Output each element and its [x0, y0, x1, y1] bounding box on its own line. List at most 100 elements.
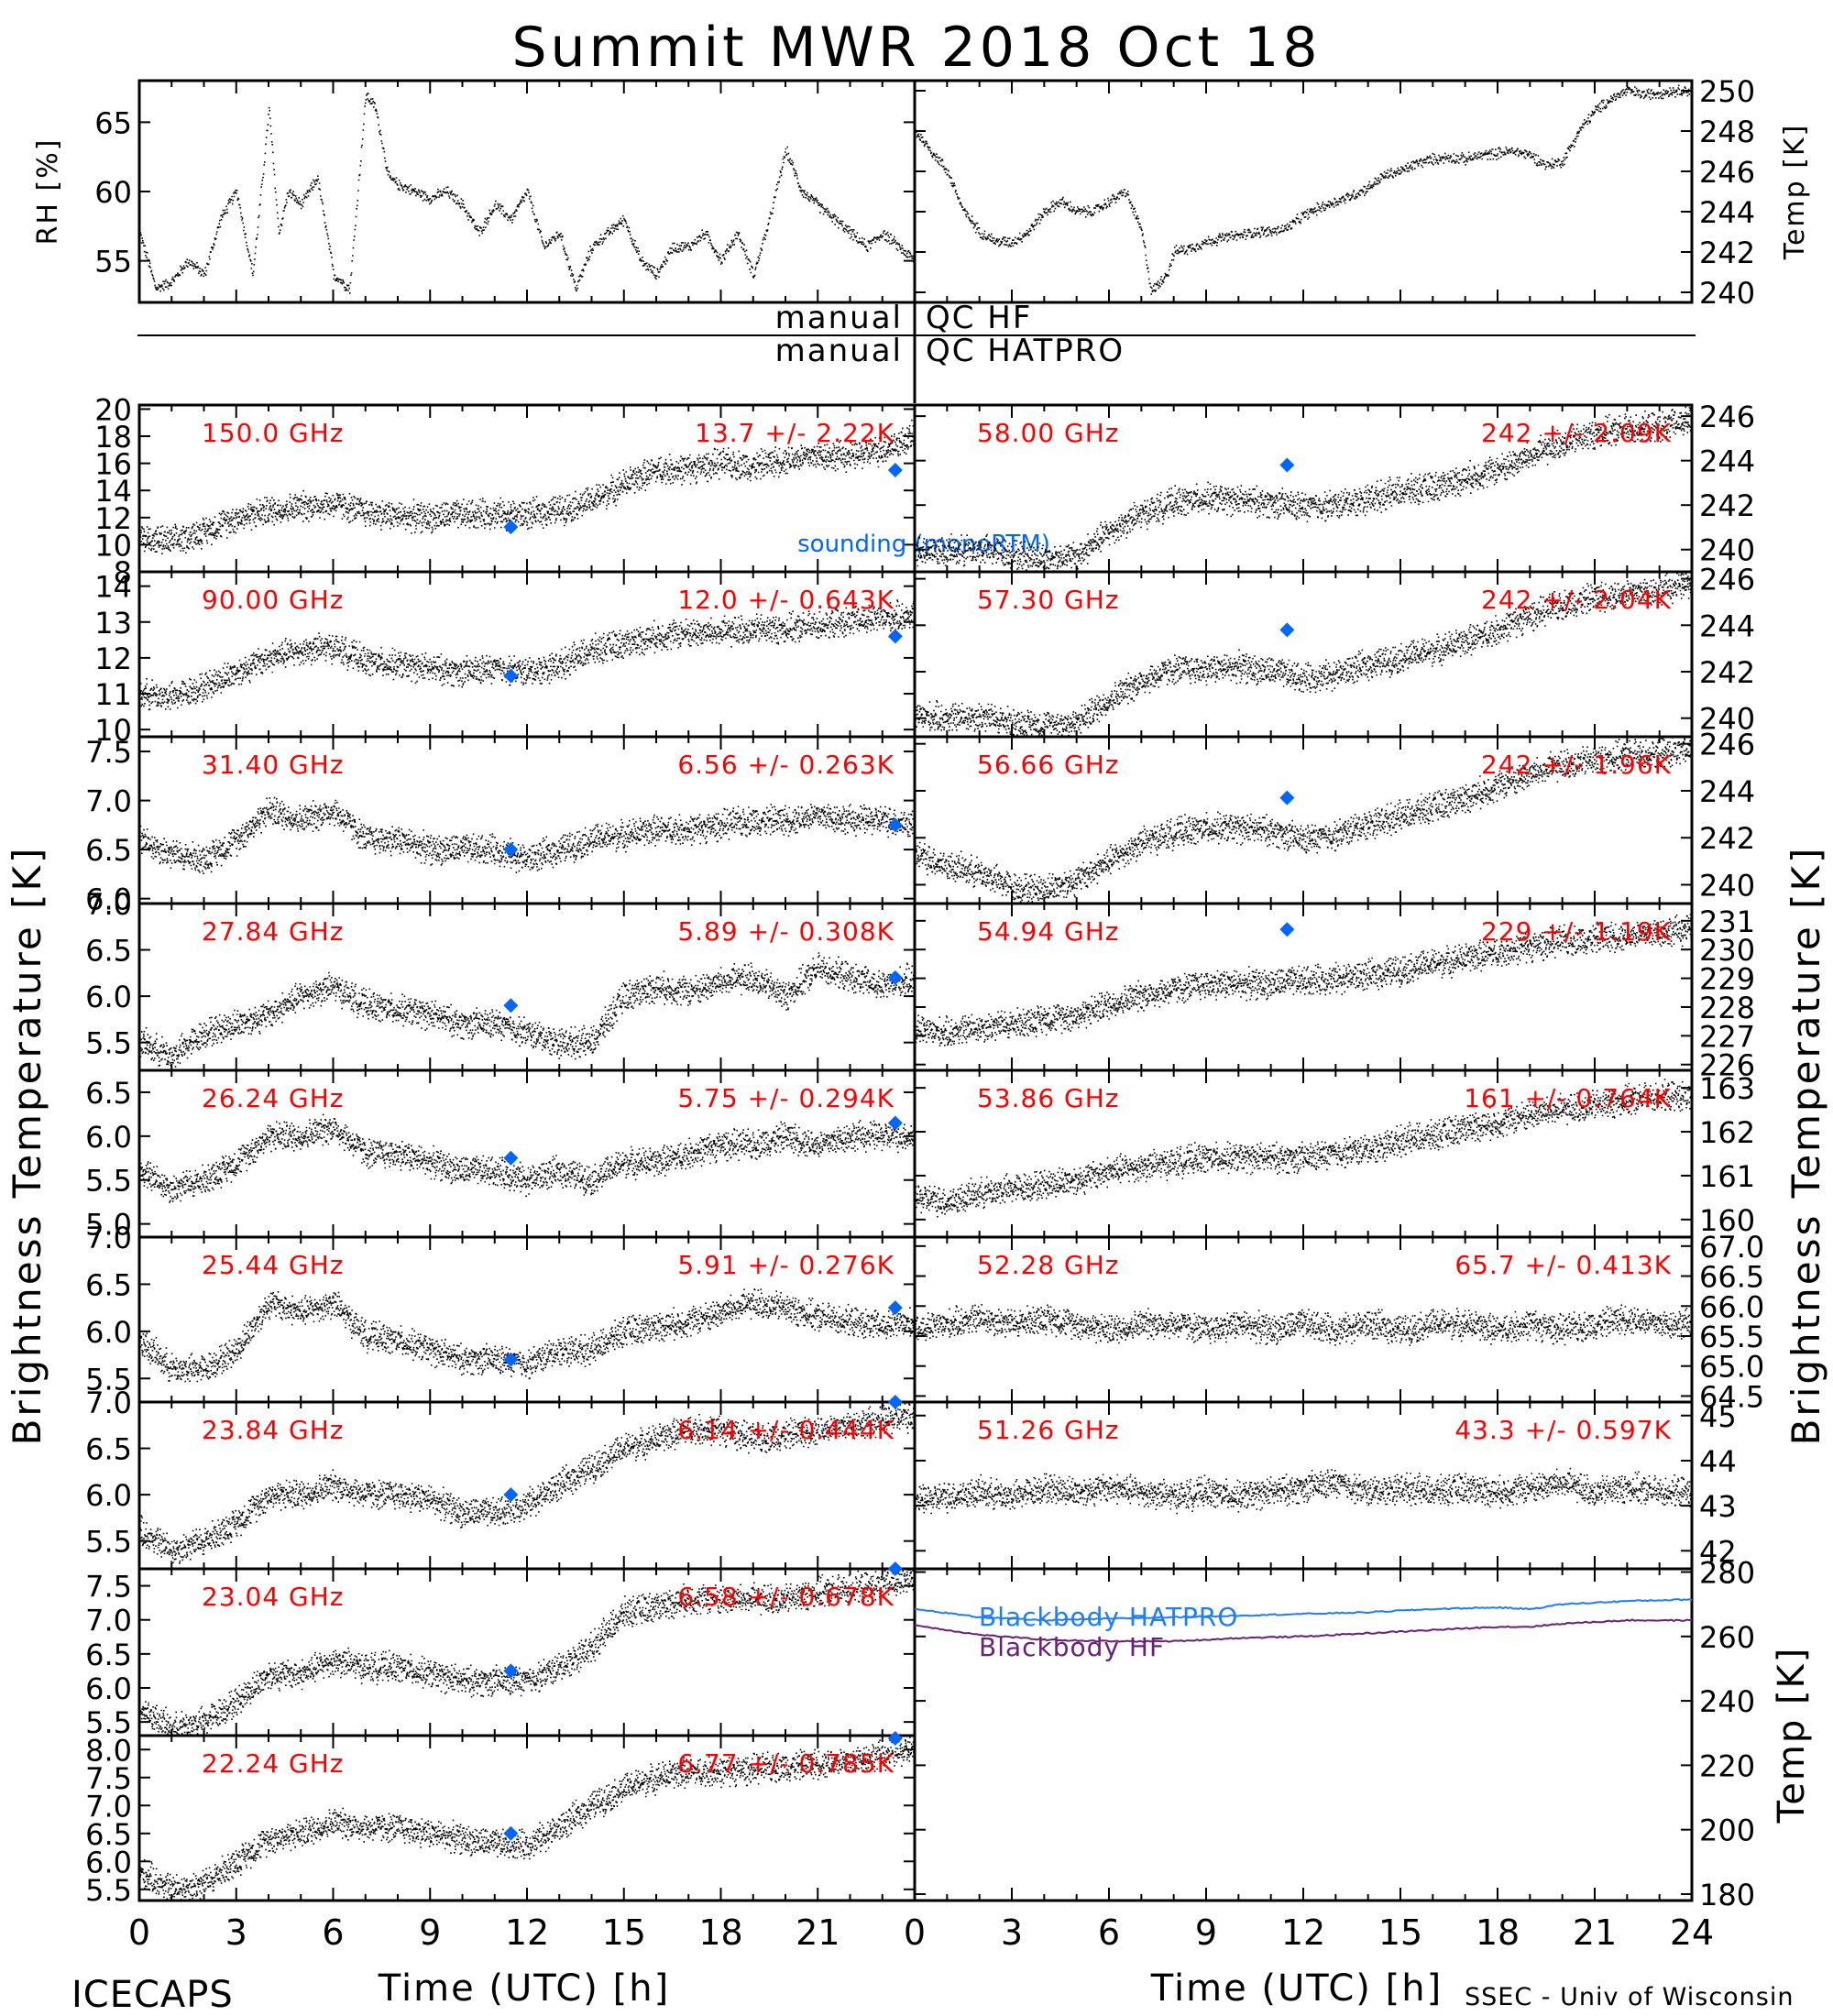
- panel-hf-23-04: 5.56.06.57.07.5 23.04 GHz 6.58 +/- 0.678K: [85, 1561, 916, 1740]
- sounding-marker: [887, 1731, 903, 1747]
- y-tick-label: 180: [1699, 1878, 1755, 1912]
- y-tick-label: 7.0: [85, 1789, 132, 1824]
- channel-stat-label: 5.75 +/- 0.294K: [677, 1083, 895, 1113]
- y-tick-label: 43: [1699, 1489, 1737, 1524]
- y-tick-label: 8.0: [85, 1733, 132, 1768]
- y-tick-label: 5.5: [85, 1362, 132, 1397]
- y-tick-label: 6.5: [85, 1432, 132, 1467]
- data-points: [915, 571, 1694, 738]
- channel-stat-label: 6.58 +/- 0.678K: [677, 1582, 895, 1612]
- sounding-marker: [887, 463, 903, 478]
- sounding-marker: [887, 817, 903, 833]
- y-tick-label: 248: [1699, 115, 1755, 149]
- channel-frequency-label: 23.04 GHz: [202, 1582, 345, 1612]
- panel-hf-22: 5.56.06.57.07.58.0 0 3 6 9 12 15 18 21 22.24 GHz 6…: [85, 1731, 916, 1953]
- panel-hat-56-66: 240 242 244 246 56.66 GHz 242 +/- 1.96K: [913, 728, 1755, 905]
- y-tick-label: 7.5: [85, 735, 132, 770]
- y-tick-label: 55: [94, 245, 132, 279]
- series-line: [914, 1618, 1693, 1643]
- y-tick-label: 260: [1699, 1620, 1755, 1655]
- sounding-marker: [887, 1115, 903, 1131]
- data-points: [139, 1113, 916, 1203]
- panel-hat-58: 240 242 244 246 58.00 GHz 242 +/- 2.09K: [913, 400, 1755, 574]
- y-tick-label: 6.5: [85, 1076, 132, 1111]
- data-layer: [915, 406, 1694, 573]
- data-points: [139, 1288, 916, 1383]
- panel-hat-57-30: 240 242 244 246 57.30 GHz 242 +/- 2.04K: [913, 563, 1755, 739]
- y-tick-label: 6.0: [85, 1120, 132, 1155]
- data-layer: [139, 1568, 916, 1737]
- y-tick-label: 230: [1699, 933, 1755, 968]
- y-tick-label: 246: [1699, 400, 1755, 434]
- channel-stat-label: 6.56 +/- 0.263K: [677, 750, 895, 780]
- y-tick-label: 44: [1699, 1444, 1737, 1479]
- data-layer: [915, 1467, 1694, 1515]
- y-tick-label: 8: [114, 555, 132, 590]
- y-tick-label: 7.0: [85, 1604, 132, 1638]
- y-tick-label: 246: [1699, 155, 1755, 190]
- data-layer: [915, 1079, 1694, 1218]
- x-tick-label: 15: [1378, 1912, 1422, 1953]
- channel-stat-label: 161 +/- 0.764K: [1464, 1083, 1672, 1113]
- data-layer: [139, 1735, 916, 1901]
- y-tick-label: 250: [1699, 74, 1755, 109]
- sounding-marker: [503, 1487, 519, 1503]
- data-points: [915, 736, 1694, 904]
- x-tick-label: 18: [1476, 1912, 1520, 1953]
- data-layer: [139, 952, 916, 1068]
- y-tick-label: 65: [94, 105, 132, 140]
- data-points: [915, 1467, 1694, 1515]
- y-tick-label: 5.0: [85, 1208, 132, 1243]
- channel-frequency-label: 52.28 GHz: [977, 1250, 1120, 1280]
- sounding-marker: [887, 970, 903, 985]
- panel-hf-27: 5.5 6.0 6.5 7.0 27.84 GHz 5.89 +/- 0.308K: [85, 887, 916, 1072]
- x-tick-label: 3: [1001, 1912, 1023, 1953]
- channel-frequency-label: 58.00 GHz: [977, 418, 1120, 448]
- sounding-marker: [503, 998, 519, 1013]
- y-tick-label: 6.0: [85, 1845, 132, 1879]
- y-tick-label: 7.0: [85, 887, 132, 922]
- y-tick-label: 240: [1699, 276, 1755, 311]
- data-layer: [915, 571, 1694, 738]
- data-points: [139, 419, 916, 554]
- y-tick-label: 227: [1699, 1019, 1755, 1054]
- qc-hf-right-label: QC HF: [926, 300, 1032, 336]
- sounding-marker: [1279, 457, 1295, 473]
- y-tick-label: 7.5: [85, 1761, 132, 1796]
- y-tick-label: 242: [1699, 821, 1755, 856]
- x-tick-label: 21: [1573, 1912, 1617, 1953]
- panel-hf-23-84: 5.5 6.0 6.5 7.0 23.84 GHz 6.14 +/- 0.444K: [85, 1386, 916, 1571]
- panel-frame: [913, 79, 1694, 304]
- series-legend-label: Blackbody HATPRO: [979, 1602, 1238, 1632]
- sounding-marker: [887, 1300, 903, 1316]
- y-tick-label: 162: [1699, 1115, 1755, 1150]
- y-tick-label: 242: [1699, 655, 1755, 690]
- data-layer: [915, 84, 1693, 295]
- x-tick-label: 0: [128, 1912, 150, 1953]
- y-tick-label: 5.5: [85, 1525, 132, 1560]
- sounding-marker: [503, 1663, 519, 1679]
- x-tick-label: 12: [505, 1912, 549, 1953]
- y-tick-label: 67.0: [1699, 1230, 1764, 1265]
- channel-frequency-label: 26.24 GHz: [202, 1083, 345, 1113]
- y-tick-label: 244: [1699, 608, 1755, 643]
- y-tick-label: 6.0: [85, 1315, 132, 1350]
- channel-frequency-label: 27.84 GHz: [202, 916, 345, 947]
- y-tick-label: 242: [1699, 488, 1755, 523]
- y-axis-label: RH [%]: [32, 138, 64, 246]
- x-tick-label: 15: [602, 1912, 646, 1953]
- qc-hatpro-left-label: manual: [775, 333, 903, 369]
- y-tick-label: 7.0: [85, 1221, 132, 1255]
- channel-frequency-label: 31.40 GHz: [202, 750, 345, 780]
- y-tick-label: 161: [1699, 1159, 1755, 1194]
- y-tick-label: 163: [1699, 1071, 1755, 1106]
- channel-frequency-label: 90.00 GHz: [202, 585, 345, 615]
- x-tick-label: 18: [698, 1912, 742, 1953]
- panel-hat-52-28: 64.565.065.566.066.567.0 52.28 GHz 65.7 +/…: [913, 1230, 1764, 1414]
- channel-frequency-label: 51.26 GHz: [977, 1415, 1120, 1445]
- data-layer: [139, 1113, 916, 1203]
- y-tick-label: 5.5: [85, 1873, 132, 1908]
